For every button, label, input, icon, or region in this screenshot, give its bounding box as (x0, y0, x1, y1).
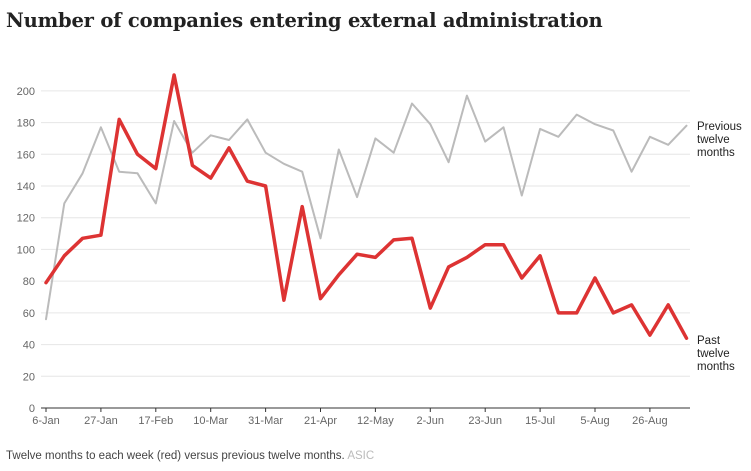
chart-title: Number of companies entering external ad… (6, 9, 603, 32)
y-tick-label: 100 (17, 244, 35, 256)
y-tick-label: 0 (29, 403, 35, 415)
x-tick-label: 26-Aug (632, 415, 667, 427)
x-tick-label: 31-Mar (248, 415, 283, 427)
y-tick-label: 140 (17, 181, 35, 193)
series-end-label: twelve (697, 134, 730, 146)
y-tick-label: 160 (17, 149, 35, 161)
x-tick-label: 23-Jun (468, 415, 502, 427)
series-end-label: Previous (697, 121, 742, 133)
x-tick-label: 12-May (357, 415, 394, 427)
series-line-past-twelve-months (44, 73, 689, 340)
series-end-label: months (697, 361, 735, 373)
y-tick-label: 200 (17, 86, 35, 98)
source-credit[interactable]: ASIC (347, 450, 375, 462)
y-tick-label: 40 (23, 340, 35, 352)
series-end-label: twelve (697, 348, 730, 360)
y-tick-label: 80 (23, 276, 35, 288)
gridlines (41, 90, 690, 377)
chart-caption: Twelve months to each week (red) versus … (6, 450, 374, 462)
y-tick-label: 60 (23, 308, 35, 320)
x-tick-label: 17-Feb (138, 415, 173, 427)
y-axis-ticks: 0 20 40 60 80 100 120 140 160 180 200 (17, 86, 35, 415)
series-end-label: Past (697, 335, 721, 347)
x-tick-label: 10-Mar (193, 415, 228, 427)
x-tick-label: 2-Jun (417, 415, 445, 427)
x-tick-label: 5-Aug (580, 415, 609, 427)
x-axis-ticks: 6-Jan 27-Jan 17-Feb 10-Mar 31-Mar 21-Apr 12-Ma… (32, 408, 668, 427)
x-tick-label: 27-Jan (84, 415, 118, 427)
x-tick-label: 6-Jan (32, 415, 60, 427)
x-tick-label: 21-Apr (304, 415, 337, 427)
series-line-previous-twelve-months (45, 94, 688, 321)
y-tick-label: 180 (17, 118, 35, 130)
line-chart: 0 20 40 60 80 100 120 140 160 180 200 6-Jan 27-Jan 1… (17, 73, 742, 427)
y-tick-label: 120 (17, 213, 35, 225)
x-tick-label: 15-Jul (525, 415, 555, 427)
series-end-label: months (697, 147, 735, 159)
y-tick-label: 20 (23, 371, 35, 383)
caption-text: Twelve months to each week (red) versus … (6, 450, 345, 462)
series-lines (44, 73, 689, 340)
